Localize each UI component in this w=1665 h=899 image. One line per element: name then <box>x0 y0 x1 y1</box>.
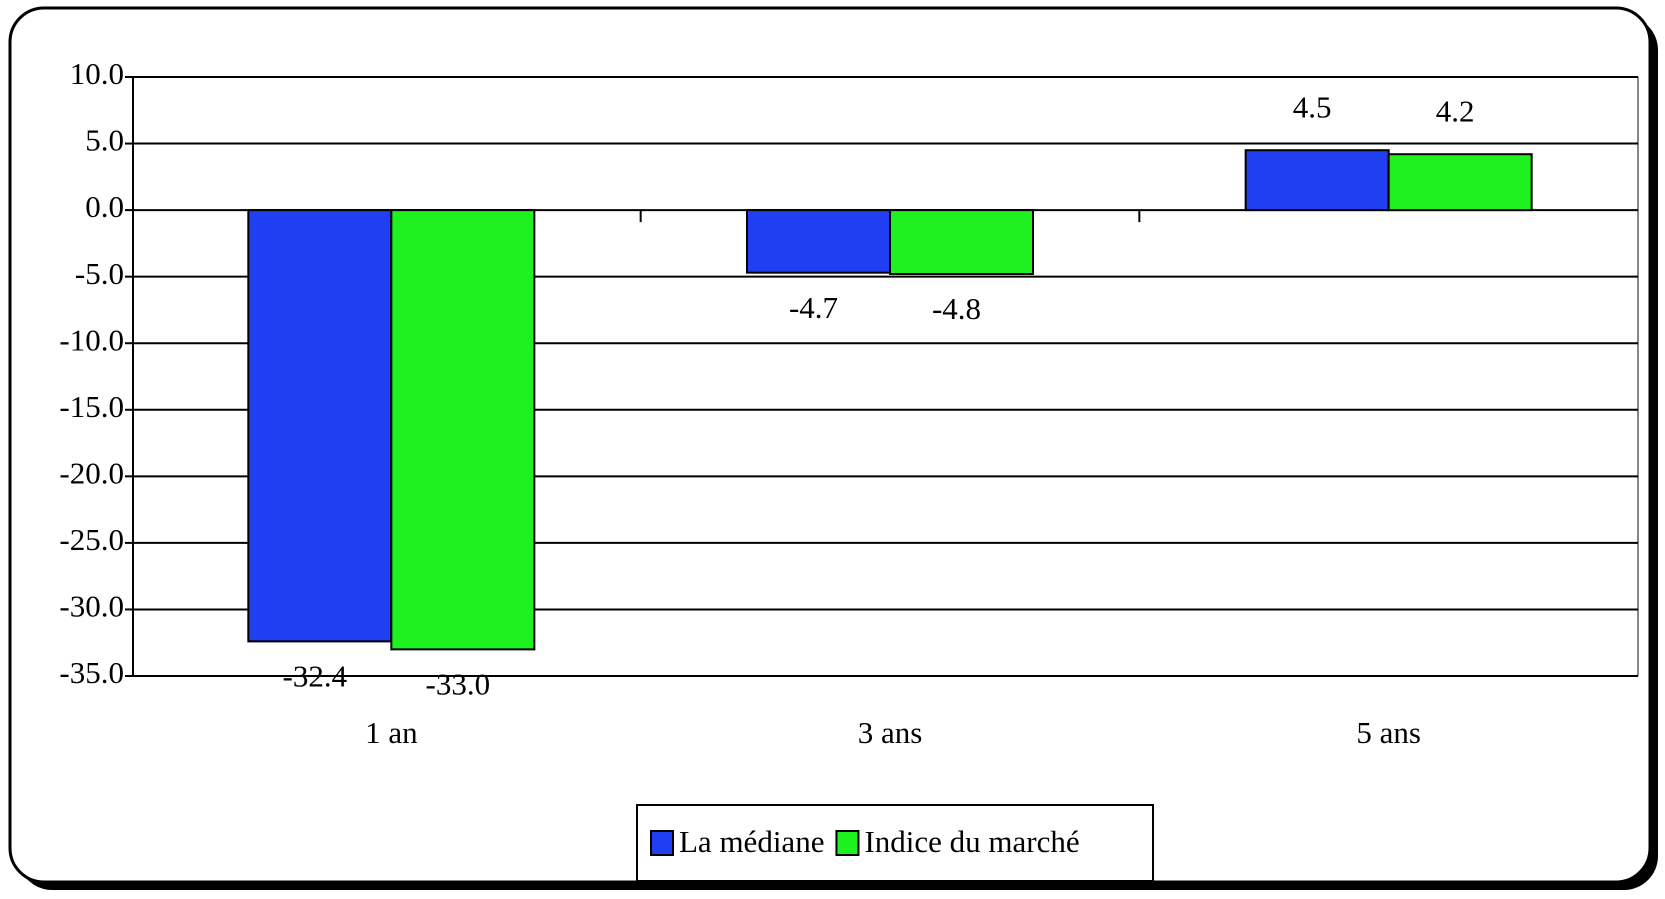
data-label: 4.5 <box>1293 89 1332 124</box>
bar <box>247 209 393 643</box>
y-tick-label: -20.0 <box>59 455 124 490</box>
legend-swatch <box>650 830 674 856</box>
legend-label: La médiane <box>679 824 824 859</box>
y-tick-label: -15.0 <box>59 389 124 424</box>
y-tick-label: -5.0 <box>75 256 124 291</box>
data-label: -33.0 <box>426 666 491 701</box>
y-tick-label: -10.0 <box>59 322 124 357</box>
legend-label: Indice du marché <box>864 824 1079 859</box>
x-tick-label: 1 an <box>365 715 418 750</box>
bar <box>1387 153 1533 212</box>
legend-swatch <box>835 830 860 856</box>
legend-box <box>636 804 1154 882</box>
y-tick-label: -35.0 <box>59 655 124 690</box>
bar <box>1244 149 1390 212</box>
y-tick-label: -25.0 <box>59 522 124 557</box>
bar <box>889 209 1034 276</box>
y-tick-label: 0.0 <box>85 189 124 224</box>
data-label: -32.4 <box>283 659 348 694</box>
bar <box>390 209 536 651</box>
y-tick-label: -30.0 <box>59 589 124 624</box>
x-tick-label: 5 ans <box>1356 715 1421 750</box>
data-label: -4.7 <box>789 290 838 325</box>
y-tick-label: 5.0 <box>85 123 124 158</box>
x-tick-label: 3 ans <box>858 715 923 750</box>
data-label: -4.8 <box>932 291 981 326</box>
bar <box>746 209 891 274</box>
y-tick-label: 10.0 <box>70 56 124 91</box>
data-label: 4.2 <box>1436 93 1475 128</box>
